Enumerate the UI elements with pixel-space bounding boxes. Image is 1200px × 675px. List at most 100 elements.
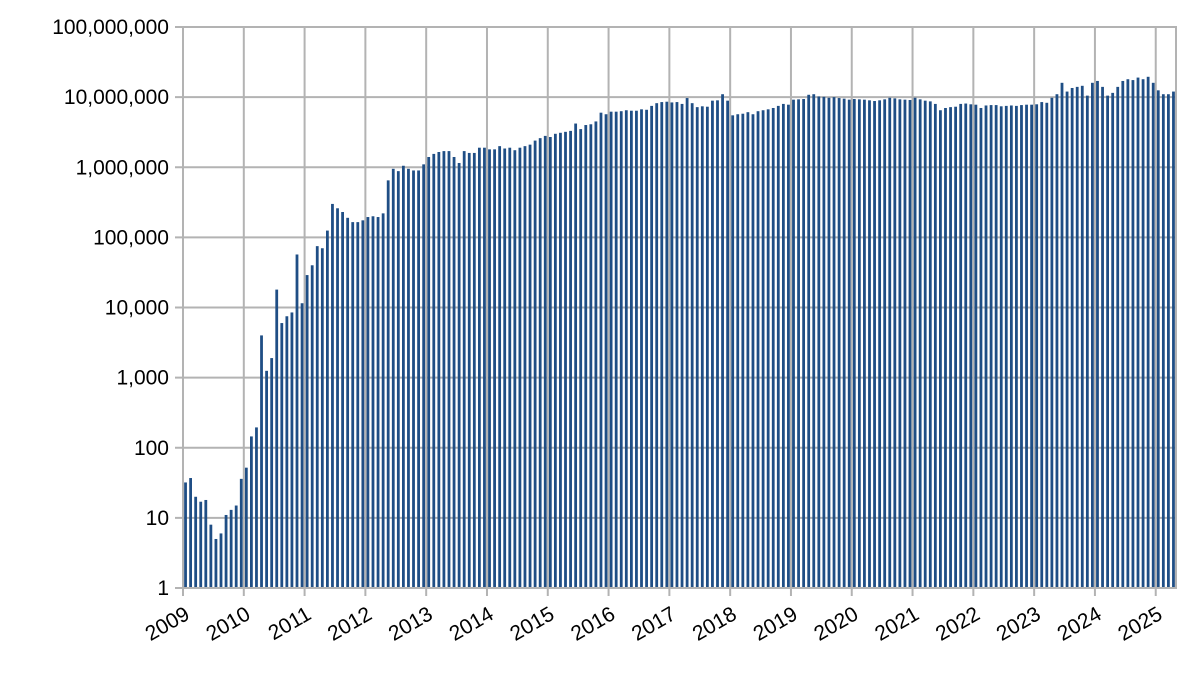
bar xyxy=(964,103,968,588)
bar xyxy=(716,100,719,588)
x-tick-label: 2011 xyxy=(264,602,315,645)
bar xyxy=(437,152,441,588)
bar xyxy=(893,98,897,589)
bar xyxy=(802,99,806,588)
bar xyxy=(1050,97,1054,589)
bar xyxy=(609,111,613,589)
bar xyxy=(214,538,218,588)
bar xyxy=(1156,90,1160,588)
bar xyxy=(1020,105,1023,588)
x-tick-label: 2014 xyxy=(446,602,498,645)
bar xyxy=(184,482,187,588)
bar xyxy=(949,107,952,588)
bar xyxy=(1004,105,1008,588)
bar xyxy=(234,505,238,588)
bar xyxy=(655,103,659,589)
bar xyxy=(994,105,998,588)
bar xyxy=(543,135,547,588)
bar xyxy=(341,212,344,588)
bar xyxy=(300,303,304,588)
bar xyxy=(629,110,633,588)
bar xyxy=(477,147,481,588)
bar xyxy=(366,217,370,589)
bar xyxy=(954,106,958,589)
bar xyxy=(1040,102,1044,588)
y-tick-label: 100 xyxy=(134,437,169,460)
bar xyxy=(275,289,279,588)
bar xyxy=(614,111,618,589)
bar xyxy=(361,220,365,588)
bar xyxy=(315,246,319,588)
bar xyxy=(726,100,730,589)
bar xyxy=(432,153,436,588)
bar xyxy=(1136,77,1140,588)
bar xyxy=(959,103,963,589)
bar xyxy=(741,113,745,589)
bar xyxy=(285,316,289,588)
bar xyxy=(660,102,664,588)
bar xyxy=(888,97,892,589)
bar xyxy=(721,94,724,588)
bar xyxy=(513,150,517,588)
bar xyxy=(1035,104,1039,589)
bar xyxy=(979,107,983,589)
bar xyxy=(589,124,593,588)
bar xyxy=(508,147,512,588)
bar xyxy=(209,524,213,588)
y-tick-label: 1,000,000 xyxy=(76,156,169,179)
bar xyxy=(457,162,461,589)
x-tick-label: 2012 xyxy=(324,602,376,645)
bar xyxy=(244,467,248,588)
bar xyxy=(265,370,268,588)
bar xyxy=(878,100,882,588)
bar xyxy=(939,110,942,589)
bar xyxy=(260,335,263,588)
bar xyxy=(371,216,375,588)
bar xyxy=(670,102,674,589)
bar xyxy=(690,103,694,589)
bar xyxy=(412,170,415,588)
x-tick-label: 2016 xyxy=(567,602,619,645)
bar xyxy=(640,109,643,588)
y-tick-label: 100,000,000 xyxy=(52,16,169,39)
bar xyxy=(1015,105,1018,588)
bar xyxy=(1101,86,1104,588)
x-tick-label: 2024 xyxy=(1053,602,1105,645)
bar xyxy=(427,157,431,588)
bar xyxy=(548,137,552,588)
bar-series xyxy=(184,76,1175,589)
bar xyxy=(376,217,380,589)
bar xyxy=(518,147,522,588)
bar xyxy=(472,152,476,588)
bar xyxy=(776,105,780,588)
bar xyxy=(331,203,334,589)
bar xyxy=(255,427,258,588)
bar xyxy=(908,100,912,588)
bar xyxy=(1126,79,1130,588)
bar xyxy=(498,146,502,588)
x-tick-label: 2019 xyxy=(749,602,801,645)
bar xyxy=(204,499,208,588)
bar xyxy=(1055,94,1059,588)
bar xyxy=(650,105,654,588)
bar xyxy=(898,99,902,588)
bar xyxy=(1080,85,1084,588)
bar xyxy=(229,509,233,588)
bar xyxy=(1146,76,1150,588)
x-tick-label: 2022 xyxy=(932,602,984,645)
bar xyxy=(751,114,755,589)
bar xyxy=(1151,82,1155,588)
bar xyxy=(680,103,684,589)
bar xyxy=(224,514,228,588)
bar xyxy=(528,144,532,588)
bar xyxy=(857,99,861,588)
bar xyxy=(553,133,557,589)
bar xyxy=(417,170,420,588)
bar xyxy=(624,110,628,589)
bar xyxy=(1111,92,1115,589)
bar xyxy=(336,208,339,588)
bar xyxy=(503,148,507,588)
x-tick-label: 2010 xyxy=(202,602,254,645)
bar xyxy=(483,147,486,588)
bar xyxy=(559,132,562,589)
